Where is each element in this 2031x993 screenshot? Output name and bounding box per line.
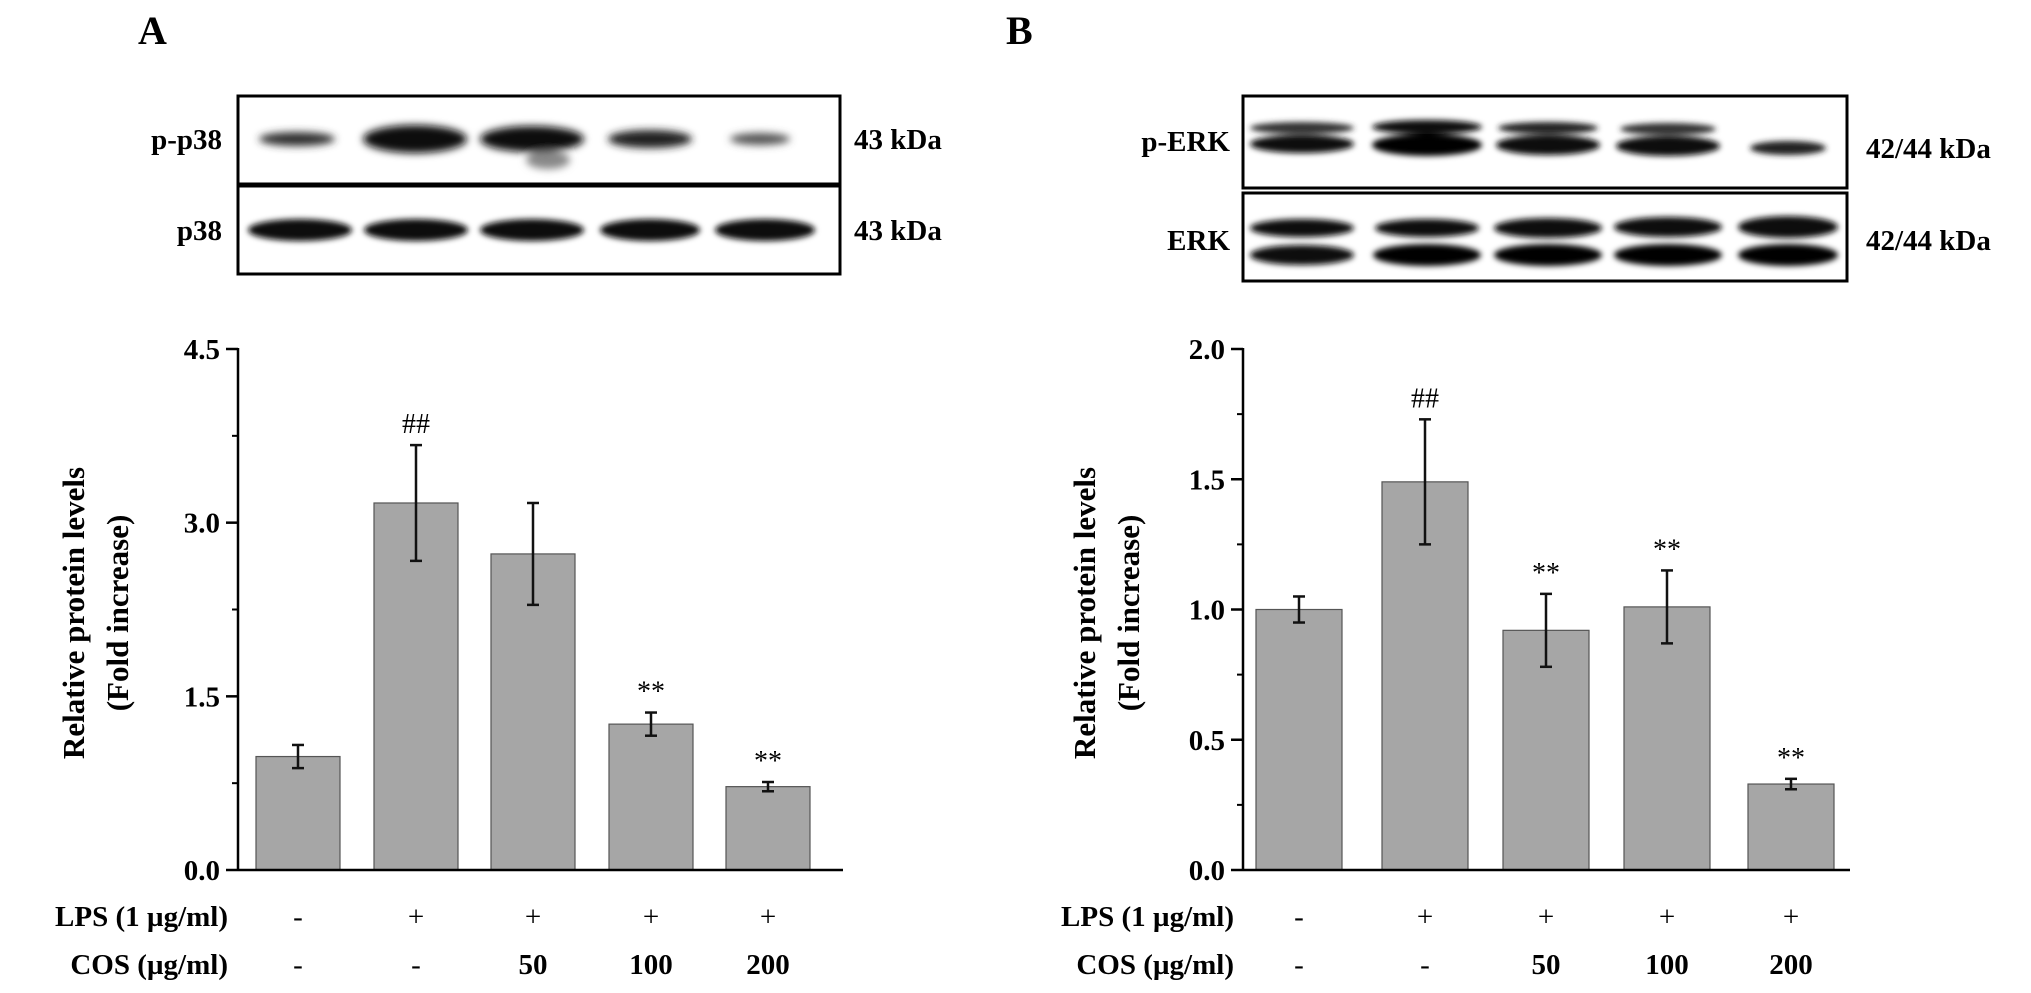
condition-value: + (760, 901, 776, 933)
blot-label-p38: p38 (177, 215, 222, 247)
bar-5 (725, 786, 811, 871)
condition-value: - (411, 949, 421, 981)
condition-value: + (643, 901, 659, 933)
significance-mark: ## (1411, 383, 1439, 414)
condition-value: - (1420, 949, 1430, 981)
condition-value: + (1417, 901, 1433, 933)
blot-bands-p-erk (1250, 120, 1826, 156)
y-tick-label: 1.5 (1189, 464, 1225, 496)
condition-value: + (525, 901, 541, 933)
condition-value: - (293, 949, 303, 981)
blot-size-erk: 42/44 kDa (1866, 225, 1991, 257)
blot-bands-p38 (248, 219, 815, 241)
y-tick-label: 0.5 (1189, 725, 1225, 757)
chart-a: Relative protein levels (Fold increase) … (56, 334, 843, 887)
condition-value: 100 (1645, 949, 1689, 981)
y-tick-label: 4.5 (184, 334, 220, 366)
panel-b-letter: B (1006, 8, 1033, 53)
bar-5 (1747, 783, 1835, 871)
y-tick-label: 2.0 (1189, 334, 1225, 366)
blot-p38: p38 43 kDa (177, 184, 942, 276)
condition-value: - (1294, 901, 1304, 933)
bar-4 (1623, 606, 1711, 871)
blot-label-erk: ERK (1167, 225, 1230, 257)
significance-mark: ** (637, 677, 665, 708)
y-tick-label: 0.0 (184, 855, 220, 887)
blot-p-erk: p-ERK 42/44 kDa (1141, 94, 1991, 190)
significance-mark: ** (1532, 558, 1560, 589)
condition-value: 100 (629, 949, 673, 981)
chart-b-ylabel: Relative protein levels (1067, 467, 1102, 759)
y-tick-label: 1.5 (184, 681, 220, 713)
bar-1 (255, 755, 341, 871)
bar-4 (608, 723, 694, 871)
blot-erk: ERK 42/44 kDa (1167, 191, 1991, 283)
y-tick-label: 1.0 (1189, 595, 1225, 627)
condition-value: + (408, 901, 424, 933)
chart-a-ylabel-2: (Fold increase) (100, 515, 135, 712)
condition-value: 50 (1532, 949, 1561, 981)
bar-3 (1502, 629, 1590, 871)
significance-mark: ** (1653, 534, 1681, 565)
conditions-b: LPS (1 µg/ml) COS (µg/ml) - + + + + - - 50 100 20… (1061, 901, 1813, 981)
condition-value: + (1538, 901, 1554, 933)
panel-b: B p-ERK 42/44 kDa (1006, 8, 1991, 981)
condition-label-cos-a: COS (µg/ml) (70, 949, 228, 981)
bar-1 (1255, 608, 1343, 871)
chart-b: Relative protein levels (Fold increase) … (1067, 334, 1850, 887)
condition-value: 200 (746, 949, 790, 981)
significance-mark: ** (754, 746, 782, 777)
blot-bands-p-p38 (259, 125, 790, 169)
blot-size-p-erk: 42/44 kDa (1866, 133, 1991, 165)
condition-value: - (293, 901, 303, 933)
blot-size-p-p38: 43 kDa (854, 124, 942, 156)
panel-a: A p-p38 43 kDa (55, 8, 942, 981)
chart-a-ylabel: Relative protein levels (56, 467, 91, 759)
condition-value: - (1294, 949, 1304, 981)
condition-value: + (1659, 901, 1675, 933)
blot-size-p38: 43 kDa (854, 215, 942, 247)
blot-label-p-erk: p-ERK (1141, 126, 1230, 158)
panel-a-letter: A (138, 8, 167, 53)
chart-b-ylabel-2: (Fold increase) (1111, 515, 1146, 712)
bar-2 (373, 502, 459, 871)
condition-value: 50 (519, 949, 548, 981)
conditions-a: LPS (1 µg/ml) COS (µg/ml) - + + + + - - 50 100 20… (55, 901, 790, 981)
blot-bands-erk (1250, 216, 1838, 266)
bar-2 (1381, 481, 1469, 871)
y-tick-label: 0.0 (1189, 855, 1225, 887)
condition-value: + (1783, 901, 1799, 933)
y-tick-label: 3.0 (184, 508, 220, 540)
significance-mark: ** (1777, 743, 1805, 774)
condition-label-lps-b: LPS (1 µg/ml) (1061, 901, 1234, 933)
blot-p-p38: p-p38 43 kDa (151, 94, 942, 186)
condition-value: 200 (1769, 949, 1813, 981)
blot-label-p-p38: p-p38 (151, 124, 222, 156)
bar-3 (490, 553, 576, 871)
condition-label-lps-a: LPS (1 µg/ml) (55, 901, 228, 933)
significance-mark: ## (402, 409, 430, 440)
condition-label-cos-b: COS (µg/ml) (1076, 949, 1234, 981)
